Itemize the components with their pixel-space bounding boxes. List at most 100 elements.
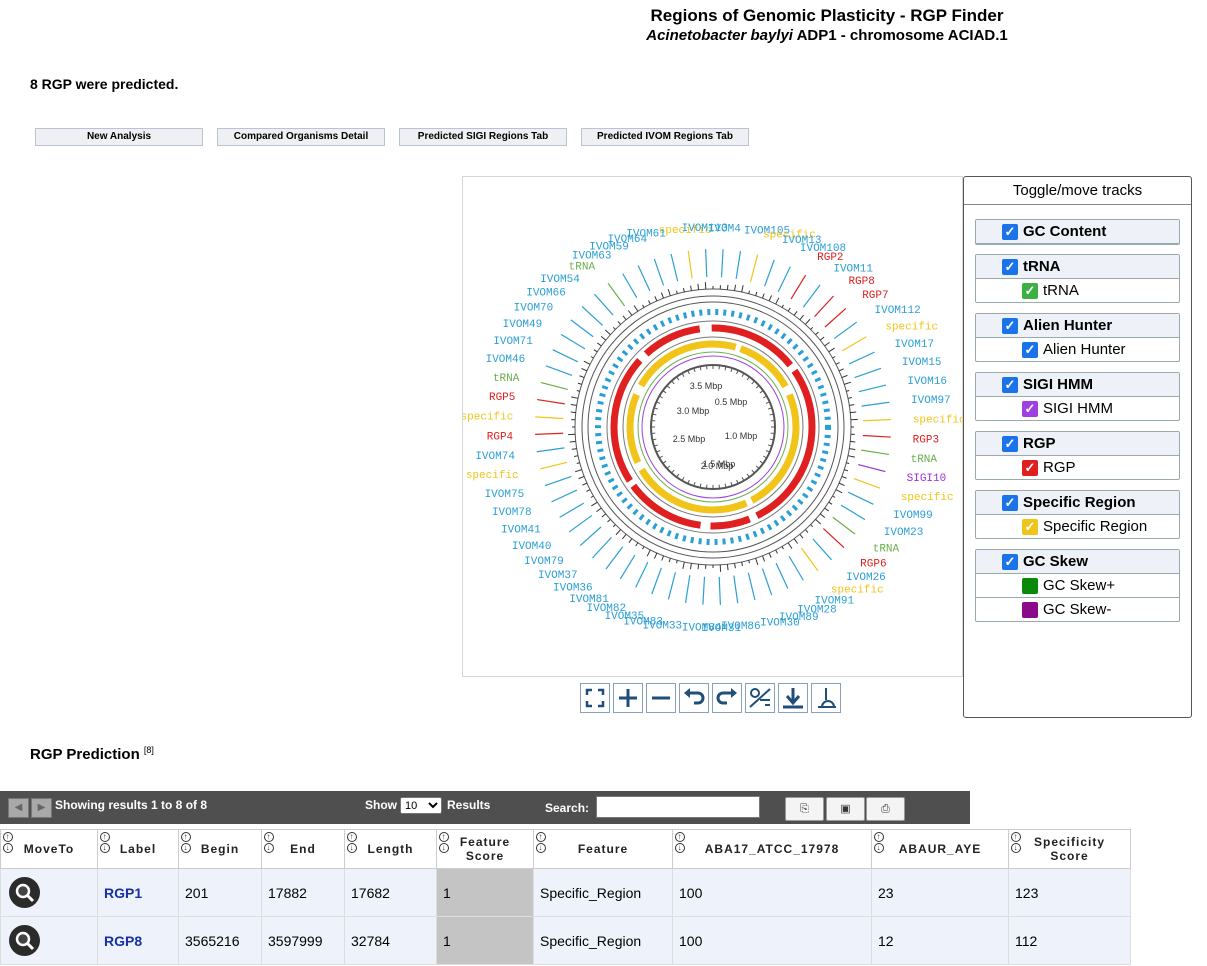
specific-region-ring [626,340,800,514]
search-input[interactable] [596,796,760,818]
column-header[interactable]: ↑ ↓ MoveTo [0,829,98,869]
column-header[interactable]: ↑ ↓ Label [97,829,179,869]
annotation-label: IVOM13 [782,235,822,247]
scale-tick [699,366,702,371]
track-item-checkbox[interactable] [1022,577,1038,594]
track-item-checkbox[interactable]: ✓ [1022,459,1038,476]
page-size-select[interactable]: 10 [400,797,442,814]
track-item-checkbox[interactable]: ✓ [1022,400,1038,417]
tab-ivom-regions[interactable]: Predicted IVOM Regions Tab [581,128,749,146]
track-item-checkbox[interactable]: ✓ [1022,282,1038,299]
track-checkbox[interactable]: ✓ [1002,435,1018,452]
track-item[interactable]: GC Skew- [976,598,1179,621]
annotation-line [841,336,867,352]
sort-icon[interactable]: ↑ ↓ [874,832,884,854]
track-checkbox[interactable]: ✓ [1002,317,1018,334]
annotation-label: IVOM91 [815,595,855,607]
magnifier-icon[interactable] [9,925,40,956]
gc-content-tick [578,475,585,480]
annotation-line [764,259,775,287]
rgp-label-link[interactable]: RGP1 [104,884,143,901]
axis-label: 3.0 Mbp [677,406,710,416]
track-item[interactable]: ✓ SIGI HMM [976,397,1179,420]
gc-content-tick [846,462,850,464]
sort-icon[interactable]: ↑ ↓ [181,832,191,854]
genome-map[interactable]: 3.5 Mbp 0.5 Mbp 3.0 Mbp 1.0 Mbp 2.5 Mbp 1.5 M… [463,177,962,676]
fullscreen-icon[interactable] [580,683,610,713]
table-cell[interactable]: RGP1 [97,868,179,917]
column-header[interactable]: ↑ ↓ ABAUR_AYE [871,829,1009,869]
gc-skew-ring [637,351,789,503]
zoom-in-icon[interactable] [613,683,643,713]
column-header[interactable]: ↑ ↓ Length [344,829,437,869]
previous-page-icon[interactable]: ◀ [8,798,29,818]
track-group-header[interactable]: ✓ Alien Hunter [976,314,1179,338]
track-checkbox[interactable]: ✓ [1002,494,1018,511]
track-item-checkbox[interactable]: ✓ [1022,341,1038,358]
percent-icon[interactable] [745,683,775,713]
track-group-header[interactable]: ✓ tRNA [976,255,1179,279]
tab-new-analysis[interactable]: New Analysis [35,128,203,146]
copy-icon[interactable]: ⎘ [785,797,824,821]
track-checkbox[interactable]: ✓ [1002,223,1018,240]
tab-sigi-regions[interactable]: Predicted SIGI Regions Tab [399,128,567,146]
track-group-header[interactable]: ✓ SIGI HMM [976,373,1179,397]
track-checkbox[interactable]: ✓ [1002,376,1018,393]
print-icon[interactable]: ⎙ [866,797,905,821]
column-header[interactable]: ↑ ↓ Feature Score [436,829,534,869]
scale-tick [755,465,760,469]
annotation-line [802,284,821,308]
annotation-label: tRNA [569,261,596,273]
annotation-line [733,575,739,604]
gc-content-tick [828,501,833,505]
track-checkbox[interactable]: ✓ [1002,553,1018,570]
sort-icon[interactable]: ↑ ↓ [347,832,357,854]
scale-tick [759,390,764,394]
track-item-checkbox[interactable] [1022,601,1038,618]
column-header[interactable]: ↑ ↓ Feature [533,829,673,869]
track-item[interactable]: ✓ Specific Region [976,515,1179,538]
annotation-label: IVOM113 [682,223,728,235]
track-item-checkbox[interactable]: ✓ [1022,518,1038,535]
column-header[interactable]: ↑ ↓ End [261,829,345,869]
save-icon[interactable]: ▣ [826,797,865,821]
gc-content-tick [615,529,622,536]
sort-icon[interactable]: ↑ ↓ [675,832,685,854]
table-cell[interactable] [0,916,98,965]
column-header[interactable]: ↑ ↓ ABA17_ATCC_17978 [672,829,872,869]
tab-compared-organisms[interactable]: Compared Organisms Detail [217,128,385,146]
track-item[interactable]: ✓ RGP [976,456,1179,479]
sort-icon[interactable]: ↑ ↓ [3,832,13,854]
sort-icon[interactable]: ↑ ↓ [100,832,110,854]
track-checkbox[interactable]: ✓ [1002,258,1018,275]
gc-content-tick [832,356,836,359]
table-cell[interactable]: RGP8 [97,916,179,965]
sort-icon[interactable]: ↑ ↓ [1011,832,1021,854]
track-item[interactable]: GC Skew+ [976,574,1179,598]
sort-icon[interactable]: ↑ ↓ [536,832,546,854]
zoom-out-icon[interactable] [646,683,676,713]
track-group-header[interactable]: ✓ RGP [976,432,1179,456]
reference-marker[interactable]: [8] [143,745,154,755]
next-page-icon[interactable]: ▶ [31,798,52,818]
rgp-label-link[interactable]: RGP8 [104,932,143,949]
table-cell: 17882 [261,868,345,917]
table-cell[interactable] [0,868,98,917]
rotate-right-icon[interactable] [712,683,742,713]
track-group-header[interactable]: ✓ GC Skew [976,550,1179,574]
column-header[interactable]: ↑ ↓ Begin [178,829,262,869]
track-item[interactable]: ✓ Alien Hunter [976,338,1179,361]
scale-tick [656,450,661,453]
track-group-header[interactable]: ✓ Specific Region [976,491,1179,515]
sort-icon[interactable]: ↑ ↓ [439,832,449,854]
sort-icon[interactable]: ↑ ↓ [264,832,274,854]
reset-view-icon[interactable] [811,683,841,713]
column-header[interactable]: ↑ ↓ Specificity Score [1008,829,1131,869]
magnifier-icon[interactable] [9,877,40,908]
download-icon[interactable] [778,683,808,713]
circular-genome-viewer[interactable]: 3.5 Mbp 0.5 Mbp 3.0 Mbp 1.0 Mbp 2.5 Mbp 1.5 M… [462,176,963,677]
track-item[interactable]: ✓ tRNA [976,279,1179,302]
track-group-header[interactable]: ✓ GC Content [976,220,1179,244]
rotate-left-icon[interactable] [679,683,709,713]
annotation-label: IVOM17 [894,339,934,351]
